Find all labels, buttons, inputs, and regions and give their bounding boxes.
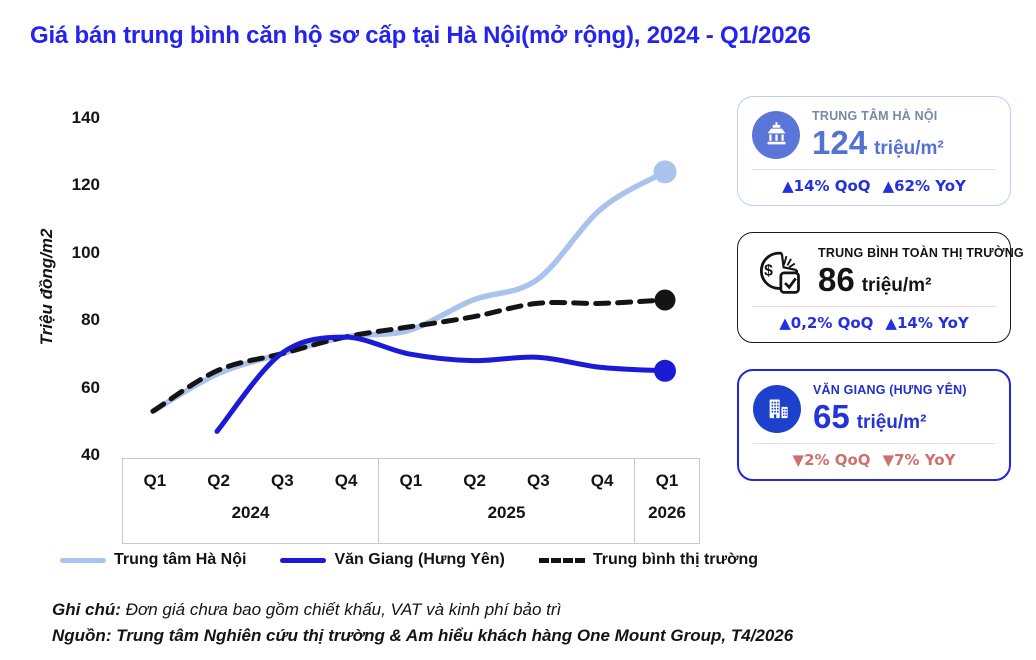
- series-endpoint-van-giang: [654, 359, 676, 382]
- card-value: 124: [812, 124, 868, 161]
- card-van-giang: VĂN GIANG (HƯNG YÊN) 65 triệu/m² ▼2% QoQ…: [737, 369, 1011, 481]
- x-axis-year-group: Q1 Q2 Q3 Q4 2025: [379, 459, 635, 543]
- x-tick-label: Q4: [590, 471, 614, 490]
- pie-dollar-icon: $: [752, 245, 806, 297]
- source-line: Nguồn: Trung tâm Nghiên cứu thị trường &…: [52, 626, 794, 646]
- card-top: TRUNG TÂM HÀ NỘI 124 triệu/m²: [752, 109, 996, 160]
- legend-item: Văn Giang (Hưng Yên): [280, 551, 505, 569]
- series-endpoint-trung-tam-ha-noi: [653, 160, 677, 184]
- year-label: 2024: [231, 503, 270, 522]
- qoq-delta: ▲14% QoQ: [782, 177, 871, 195]
- card-unit: triệu/m²: [861, 274, 932, 296]
- note-label: Ghi chú:: [52, 600, 121, 619]
- card-deltas: ▼2% QoQ ▼7% YoY: [753, 451, 995, 469]
- card-value-row: 124 triệu/m²: [812, 126, 944, 160]
- x-axis-year-group: Q1 2026: [635, 459, 699, 543]
- x-tick-label: Q1: [399, 471, 423, 490]
- legend-item: Trung bình thị trường: [538, 551, 759, 569]
- x-axis-table: Q1 Q2 Q3 Q4 2024 Q1 Q2 Q3 Q4 2025 Q1 2026: [122, 458, 700, 544]
- legend-swatch: [538, 557, 585, 563]
- card-trung-binh-thi-truong: $ TRUNG BÌNH TOÀN THỊ TRƯỜNG 86 triệu/m²…: [737, 232, 1024, 343]
- x-tick-label: Q2: [463, 471, 486, 490]
- y-tick-label: 100: [71, 242, 100, 262]
- card-text: VĂN GIANG (HƯNG YÊN) 65 triệu/m²: [813, 383, 967, 434]
- card-value: 86: [818, 260, 855, 298]
- card-value-row: 86 triệu/m²: [818, 263, 1024, 297]
- year-label: 2025: [487, 503, 526, 522]
- y-tick-label: 80: [81, 310, 100, 330]
- card-top: VĂN GIANG (HƯNG YÊN) 65 triệu/m²: [753, 383, 995, 434]
- x-tick-label: Q4: [334, 471, 358, 490]
- buildings-icon: [753, 384, 801, 433]
- card-top: $ TRUNG BÌNH TOÀN THỊ TRƯỜNG 86 triệu/m²: [752, 245, 1024, 297]
- yoy-delta: ▲14% YoY: [885, 314, 969, 332]
- card-trung-tam-ha-noi: TRUNG TÂM HÀ NỘI 124 triệu/m² ▲14% QoQ ▲…: [737, 96, 1011, 206]
- qoq-delta: ▲0,2% QoQ: [779, 314, 874, 332]
- summary-cards: TRUNG TÂM HÀ NỘI 124 triệu/m² ▲14% QoQ ▲…: [737, 96, 1024, 481]
- chart-legend: Trung tâm Hà Nội Văn Giang (Hưng Yên) Trun…: [60, 551, 758, 569]
- x-tick-label: Q3: [527, 471, 550, 490]
- card-label: TRUNG TÂM HÀ NỘI: [812, 109, 938, 123]
- x-tick-label: Q3: [271, 471, 294, 490]
- card-divider: [752, 169, 996, 170]
- legend-label: Trung tâm Hà Nội: [114, 551, 247, 568]
- card-unit: triệu/m²: [874, 138, 944, 159]
- card-text: TRUNG BÌNH TOÀN THỊ TRƯỜNG 86 triệu/m²: [818, 246, 1024, 297]
- x-tick-label: Q1: [655, 471, 679, 490]
- legend-label: Văn Giang (Hưng Yên): [334, 551, 505, 568]
- y-tick-label: 140: [71, 108, 100, 127]
- x-tick-label: Q1: [143, 471, 167, 490]
- y-tick-label: 60: [81, 377, 100, 397]
- series-line-trung-binh-thi-truong: [150, 297, 668, 414]
- page-title: Giá bán trung bình căn hộ sơ cấp tại Hà …: [30, 22, 811, 49]
- legend-label: Trung bình thị trường: [592, 551, 759, 568]
- yoy-delta: ▼7% YoY: [882, 451, 956, 469]
- card-divider: [753, 443, 995, 444]
- note-text: Đơn giá chưa bao gồm chiết khấu, VAT và …: [120, 600, 562, 619]
- legend-swatch: [60, 557, 106, 563]
- x-axis-year-group: Q1 Q2 Q3 Q4 2024: [123, 459, 379, 543]
- series-endpoint-trung-binh-thi-truong: [654, 289, 676, 311]
- y-tick-label: 40: [81, 445, 100, 464]
- note-line: Ghi chú: Đơn giá chưa bao gồm chiết khấu…: [52, 597, 793, 623]
- y-tick-label: 120: [71, 175, 100, 195]
- card-unit: triệu/m²: [856, 412, 927, 433]
- x-tick-label: Q2: [207, 471, 230, 490]
- svg-text:$: $: [764, 263, 773, 280]
- qoq-delta: ▼2% QoQ: [792, 451, 871, 469]
- card-text: TRUNG TÂM HÀ NỘI 124 triệu/m²: [812, 109, 944, 160]
- temple-icon: [752, 110, 800, 159]
- yoy-delta: ▲62% YoY: [882, 177, 966, 195]
- legend-swatch: [280, 557, 327, 563]
- card-label: TRUNG BÌNH TOÀN THỊ TRƯỜNG: [818, 245, 1024, 260]
- series-line-van-giang: [214, 334, 668, 434]
- year-label: 2026: [648, 503, 686, 522]
- card-divider: [752, 306, 996, 307]
- card-deltas: ▲14% QoQ ▲62% YoY: [752, 177, 996, 195]
- card-label: VĂN GIANG (HƯNG YÊN): [813, 383, 967, 397]
- card-value: 65: [813, 398, 850, 435]
- card-value-row: 65 triệu/m²: [813, 400, 967, 434]
- card-deltas: ▲0,2% QoQ ▲14% YoY: [752, 314, 996, 332]
- legend-item: Trung tâm Hà Nội: [60, 551, 246, 569]
- footnotes: Ghi chú: Đơn giá chưa bao gồm chiết khấu…: [52, 597, 793, 650]
- series-line-trung-tam-ha-noi: [150, 169, 668, 414]
